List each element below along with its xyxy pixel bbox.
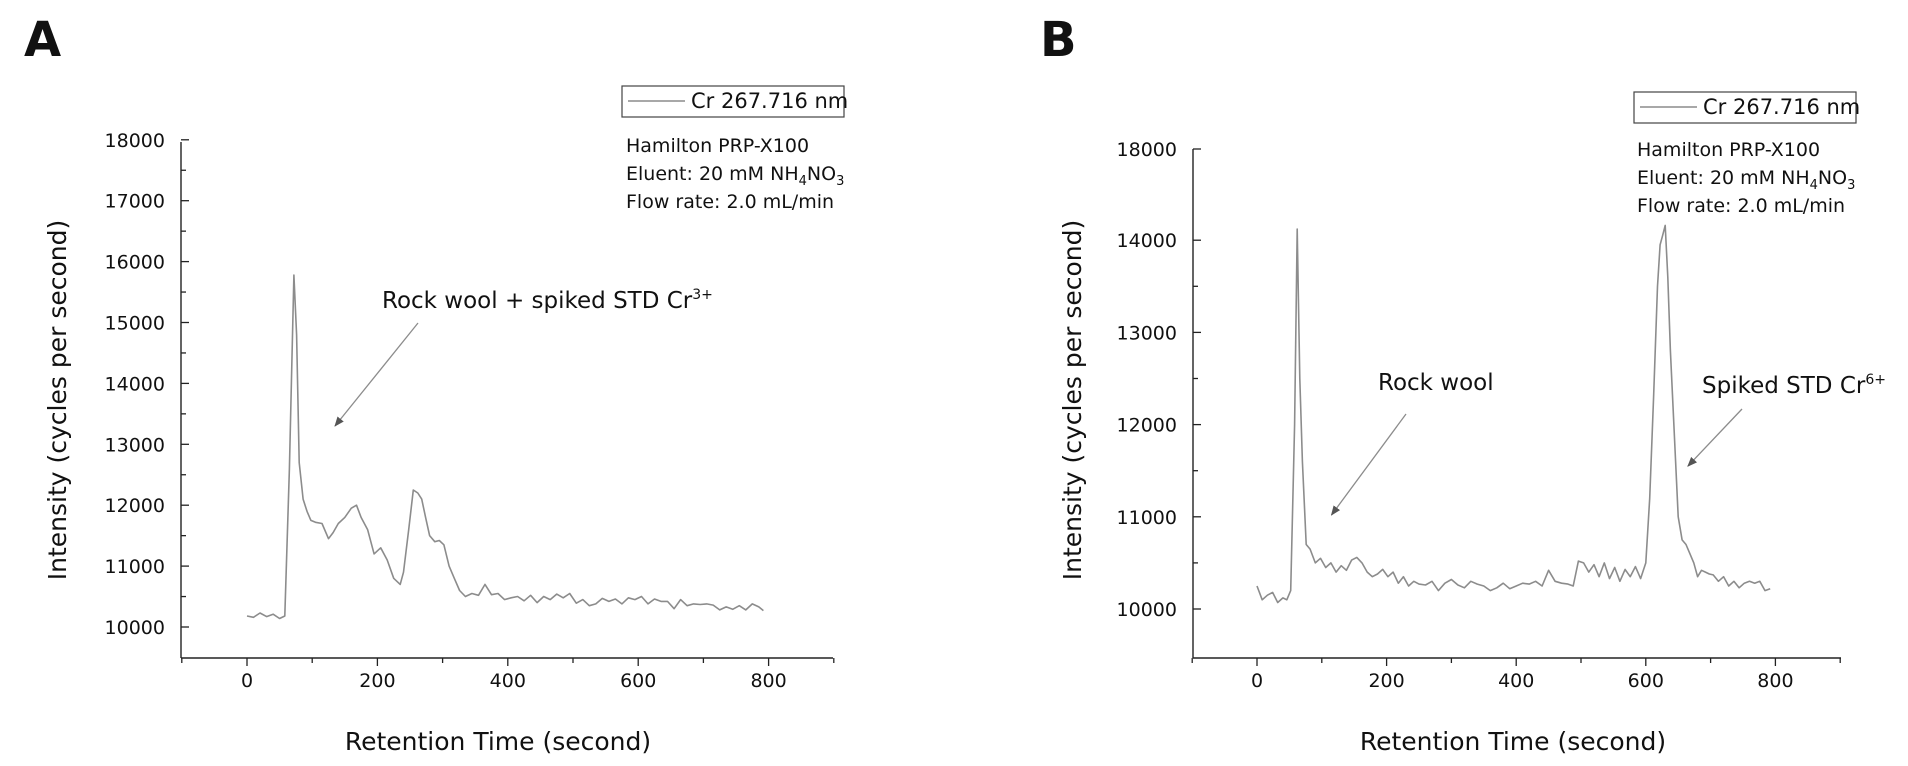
- chart-panel-a: A 10000 11000 12000 13000 14000 15000 16000 170…: [24, 12, 848, 756]
- x-tick-label-a-200: 200: [359, 670, 395, 692]
- annotation-label-a-1: Rock wool + spiked STD Cr: [382, 288, 693, 314]
- info-eluent-b: Eluent: 20 mM NH4NO3: [1637, 167, 1855, 193]
- y-axis-label-b: Intensity (cycles per second): [1058, 220, 1087, 581]
- x-tick-label-b-800: 800: [1757, 670, 1793, 692]
- y-tick-label-a-17000: 17000: [105, 191, 165, 213]
- axis-ticks-a: 10000 11000 12000 13000 14000 15000 16000 17000…: [105, 130, 835, 692]
- x-tick-label-b-600: 600: [1628, 670, 1664, 692]
- annotation-label-b-1: Rock wool: [1378, 370, 1494, 396]
- info-eluent-subscript-3-b: 3: [1847, 178, 1855, 193]
- annotation-text-b-1: Rock wool: [1378, 370, 1494, 396]
- series-line-a-0: [246, 274, 764, 620]
- annotation-b-1: Rock wool: [1330, 370, 1494, 516]
- info-eluent-a: Eluent: 20 mM NH4NO3: [626, 163, 844, 189]
- annotation-superscript-b-2: 6+: [1865, 372, 1886, 388]
- plot-area-a: [246, 274, 764, 620]
- x-axis-label-b: Retention Time (second): [1360, 727, 1666, 756]
- info-eluent-subscript-3-a: 3: [836, 174, 844, 189]
- info-eluent-no-a: NO: [807, 163, 836, 185]
- annotation-label-b-2: Spiked STD Cr: [1702, 373, 1866, 399]
- y-tick-label-b-13000: 13000: [1117, 322, 1177, 344]
- panel-label-a: A: [24, 12, 61, 68]
- annotation-a-1: Rock wool + spiked STD Cr3+: [334, 287, 713, 427]
- y-tick-label-a-12000: 12000: [105, 495, 165, 517]
- info-eluent-subscript-4-b: 4: [1810, 178, 1818, 193]
- panel-label-b: B: [1040, 12, 1077, 68]
- y-tick-label-b-18000: 18000: [1117, 139, 1177, 161]
- y-axis-label-a: Intensity (cycles per second): [43, 220, 72, 581]
- y-tick-label-a-15000: 15000: [105, 313, 165, 335]
- y-tick-label-a-18000: 18000: [105, 130, 165, 152]
- x-tick-label-a-400: 400: [490, 670, 526, 692]
- y-tick-label-a-11000: 11000: [105, 556, 165, 578]
- info-column-a: Hamilton PRP-X100: [626, 135, 809, 157]
- annotation-arrow-b-1: [1330, 413, 1407, 516]
- info-column-b: Hamilton PRP-X100: [1637, 139, 1820, 161]
- y-tick-label-a-13000: 13000: [105, 434, 165, 456]
- x-tick-label-a-0: 0: [241, 670, 253, 692]
- y-tick-label-b-11000: 11000: [1117, 507, 1177, 529]
- info-eluent-text-a: Eluent: 20 mM NH: [626, 163, 799, 185]
- y-tick-label-b-14000: 14000: [1117, 230, 1177, 252]
- legend-label-a: Cr 267.716 nm: [691, 89, 848, 113]
- x-tick-label-b-200: 200: [1368, 670, 1404, 692]
- x-tick-label-b-0: 0: [1251, 670, 1263, 692]
- legend-b: Cr 267.716 nm: [1633, 91, 1860, 124]
- x-tick-label-a-800: 800: [750, 670, 786, 692]
- plot-area-b: [1256, 224, 1771, 604]
- y-tick-label-a-16000: 16000: [105, 252, 165, 274]
- annotation-superscript-a-1: 3+: [692, 287, 713, 303]
- legend-label-b: Cr 267.716 nm: [1703, 95, 1860, 119]
- method-info-a: Hamilton PRP-X100 Eluent: 20 mM NH4NO3 F…: [626, 135, 844, 213]
- annotation-arrow-b-2: [1687, 408, 1743, 467]
- info-eluent-text-b: Eluent: 20 mM NH: [1637, 167, 1810, 189]
- annotation-arrow-a-1: [334, 322, 419, 427]
- x-tick-label-b-400: 400: [1498, 670, 1534, 692]
- annotation-text-a-1: Rock wool + spiked STD Cr3+: [382, 287, 713, 314]
- y-tick-label-a-14000: 14000: [105, 373, 165, 395]
- x-tick-label-a-600: 600: [620, 670, 656, 692]
- info-eluent-no-b: NO: [1818, 167, 1847, 189]
- x-axis-label-a: Retention Time (second): [345, 727, 651, 756]
- series-line-b-0: [1256, 224, 1771, 604]
- chart-panel-b: B 10000 11000 12000 13000 14000 18000 0 200 400 6…: [1040, 12, 1886, 756]
- info-eluent-subscript-4-a: 4: [799, 174, 807, 189]
- legend-a: Cr 267.716 nm: [621, 85, 848, 118]
- annotation-b-2: Spiked STD Cr6+: [1687, 372, 1886, 467]
- y-tick-label-b-10000: 10000: [1117, 599, 1177, 621]
- method-info-b: Hamilton PRP-X100 Eluent: 20 mM NH4NO3 F…: [1637, 139, 1855, 217]
- annotation-text-b-2: Spiked STD Cr6+: [1702, 372, 1886, 399]
- y-tick-label-b-12000: 12000: [1117, 415, 1177, 437]
- info-flow-rate-a: Flow rate: 2.0 mL/min: [626, 191, 834, 213]
- axis-ticks-b: 10000 11000 12000 13000 14000 18000 0 200 400 600…: [1117, 139, 1841, 692]
- info-flow-rate-b: Flow rate: 2.0 mL/min: [1637, 195, 1845, 217]
- y-tick-label-a-10000: 10000: [105, 617, 165, 639]
